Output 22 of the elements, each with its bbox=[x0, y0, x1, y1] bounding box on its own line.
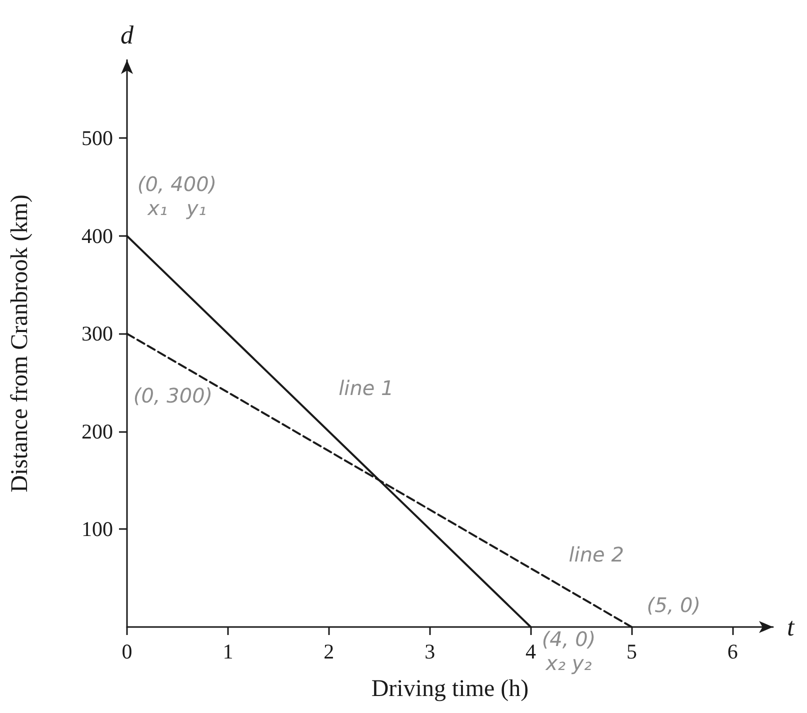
text: d bbox=[120, 20, 134, 50]
x-tick-label: 0 bbox=[122, 640, 132, 664]
y-tick-label: 500 bbox=[82, 126, 113, 150]
x-tick-label: 5 bbox=[626, 640, 637, 664]
x-tick-label: 2 bbox=[324, 640, 334, 664]
x-tick-label: 3 bbox=[424, 640, 436, 664]
annotation: (5, 0) bbox=[646, 593, 701, 617]
y-tick-label: 100 bbox=[82, 517, 113, 542]
y-tick-label: 400 bbox=[82, 224, 113, 248]
annotation: (4, 0) x₂ y₂ bbox=[542, 627, 596, 675]
series-label: line 1 bbox=[338, 376, 394, 400]
annotation: (0, 400) x₁ y₁ bbox=[137, 172, 217, 220]
text: t bbox=[787, 612, 795, 642]
x-tick-label: 6 bbox=[727, 640, 738, 664]
series-label: line 2 bbox=[568, 542, 624, 566]
y-axis-title: Distance from Cranbrook (km) bbox=[7, 194, 33, 492]
y-tick-label: 200 bbox=[82, 419, 113, 444]
x-axis-title: Driving time (h) bbox=[371, 676, 529, 702]
x-tick-label: 4 bbox=[526, 640, 536, 664]
annotation: (0, 300) bbox=[133, 384, 213, 408]
x-tick-label: 1 bbox=[222, 640, 234, 664]
y-tick-label: 300 bbox=[82, 322, 113, 346]
